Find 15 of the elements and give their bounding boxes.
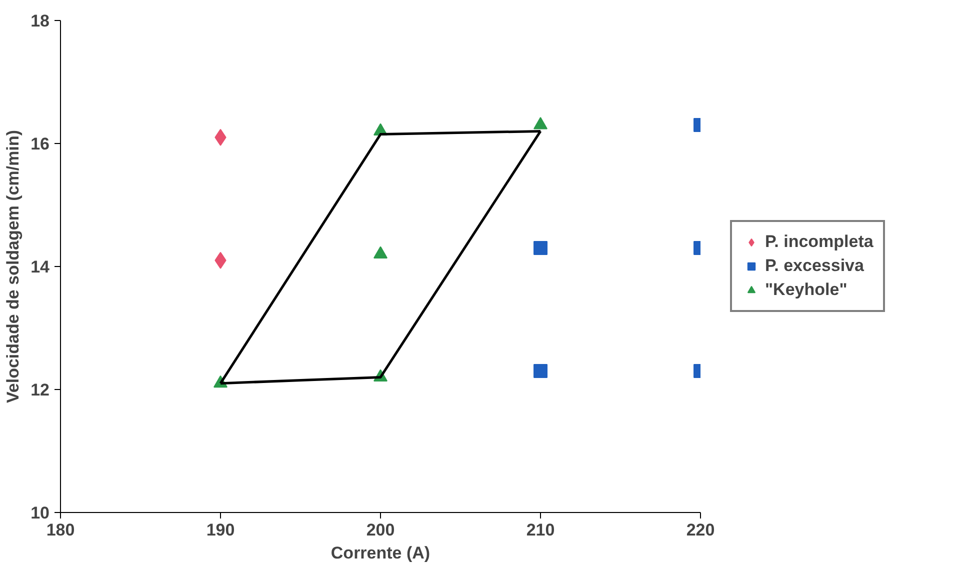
legend-label: P. incompleta <box>765 232 874 252</box>
y-tick-label: 10 <box>30 504 50 522</box>
y-tick-label: 12 <box>30 380 50 400</box>
x-axis-title: Corrente (A) <box>330 544 430 562</box>
x-tick-label: 190 <box>206 520 235 540</box>
x-tick-label: 180 <box>46 520 75 540</box>
x-tick-label: 210 <box>526 520 555 540</box>
y-tick-label: 14 <box>30 258 50 276</box>
legend-label: "Keyhole" <box>765 280 848 300</box>
x-tick-label: 220 <box>686 520 715 540</box>
y-axis-title: Velocidade de soldagem (cm/min) <box>4 130 23 404</box>
x-tick-label: 200 <box>366 520 395 540</box>
y-tick-label: 18 <box>30 12 50 30</box>
y-tick-label: 16 <box>30 134 50 154</box>
legend-label: P. excessiva <box>765 256 864 276</box>
